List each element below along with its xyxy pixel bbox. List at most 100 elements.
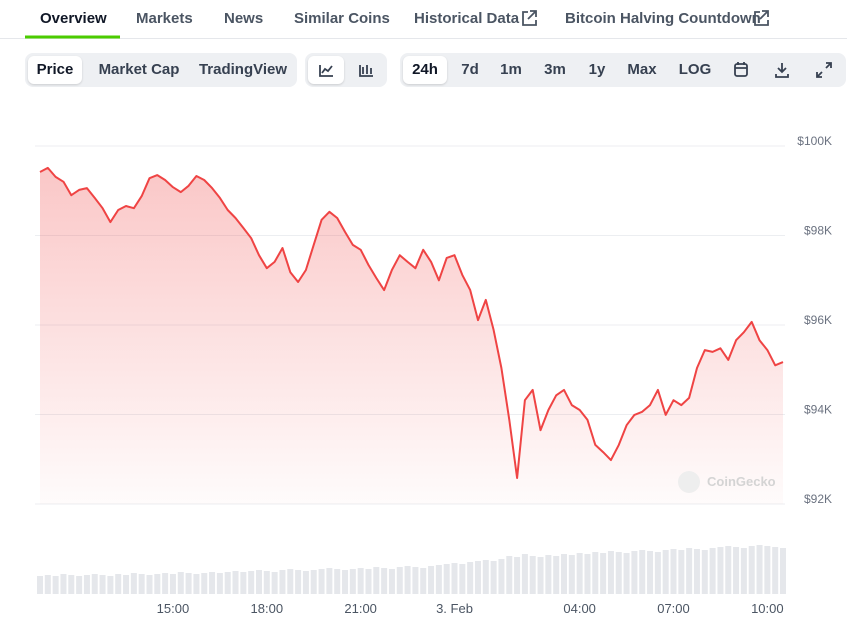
y-tick-label: $98K [804, 224, 832, 238]
volume-bar [474, 561, 481, 594]
volume-bar [357, 568, 364, 594]
volume-bar [748, 546, 755, 594]
volume-bar [607, 551, 614, 594]
volume-bar [576, 553, 583, 594]
range-button[interactable]: 1m [500, 61, 522, 78]
x-tick-label: 3. Feb [436, 601, 473, 616]
volume-bar [568, 555, 575, 594]
tab[interactable]: News [224, 10, 264, 27]
volume-bar [130, 573, 137, 594]
volume-bar [295, 570, 302, 594]
y-tick-label: $92K [804, 492, 832, 506]
x-tick-label: 07:00 [657, 601, 690, 616]
download-button[interactable] [766, 56, 798, 84]
volume-bar [600, 553, 607, 594]
volume-bar [686, 548, 693, 594]
volume-bar [373, 567, 380, 594]
volume-bar [326, 568, 333, 594]
view-button[interactable]: Price [28, 56, 82, 84]
tab[interactable]: Overview [40, 10, 107, 27]
volume-bar [216, 573, 223, 594]
tab[interactable]: Bitcoin Halving Countdown [565, 10, 761, 27]
line-chart-button[interactable] [308, 56, 344, 84]
volume-bar [138, 574, 145, 594]
volume-bar [482, 560, 489, 594]
volume-bar [420, 568, 427, 594]
candle-chart-button[interactable] [348, 56, 384, 84]
view-button[interactable]: TradingView [198, 61, 288, 78]
view-button[interactable]: Market Cap [98, 61, 180, 78]
volume-bar [169, 574, 176, 594]
volume-bar [733, 547, 740, 594]
tab[interactable]: Similar Coins [294, 10, 390, 27]
volume-bar [334, 569, 341, 594]
volume-bar [490, 561, 497, 594]
volume-bar [717, 547, 724, 594]
y-tick-label: $96K [804, 313, 832, 327]
range-button[interactable]: 7d [461, 61, 479, 78]
volume-bar [68, 575, 75, 594]
volume-bar [537, 557, 544, 594]
calendar-button[interactable] [725, 56, 757, 84]
volume-bar [670, 549, 677, 594]
tab[interactable]: Markets [136, 10, 193, 27]
volume-bar [76, 576, 83, 594]
volume-bar [772, 547, 779, 594]
volume-bar [740, 548, 747, 594]
x-tick-label: 18:00 [251, 601, 284, 616]
volume-bar [498, 559, 505, 594]
volume-bar [37, 576, 43, 594]
volume-bar [287, 569, 294, 594]
x-tick-label: 15:00 [157, 601, 190, 616]
x-tick-label: 04:00 [563, 601, 596, 616]
volume-bar [435, 565, 442, 594]
volume-bar [764, 546, 771, 594]
volume-bar [310, 570, 317, 594]
volume-bar [654, 552, 661, 594]
volume-bar [443, 564, 450, 594]
fullscreen-button[interactable] [808, 56, 840, 84]
volume-bar [529, 556, 536, 594]
volume-bar [388, 569, 395, 594]
volume-bar [725, 546, 732, 594]
volume-bar [709, 548, 716, 594]
volume-bar [506, 556, 513, 594]
x-tick-label: 10:00 [751, 601, 784, 616]
volume-bar [99, 575, 106, 594]
volume-bar [467, 562, 474, 594]
range-button[interactable]: 3m [544, 61, 566, 78]
price-area [40, 167, 783, 504]
volume-bar [693, 549, 700, 594]
volume-bar [107, 576, 114, 594]
volume-bar [193, 574, 200, 594]
chart-type-group [305, 53, 387, 87]
volume-bar [83, 575, 90, 594]
volume-bar [459, 564, 466, 594]
volume-bar [123, 575, 130, 594]
range-group: 24h 7d 1m 3m 1y Max LOG [400, 53, 846, 87]
volume-bar [342, 570, 349, 594]
volume-bar [780, 548, 786, 594]
volume-bar [623, 553, 630, 594]
volume-bar [271, 572, 278, 594]
volume-bar [349, 569, 356, 594]
volume-bar [255, 570, 262, 594]
volume-bar [162, 573, 169, 594]
volume-bar [451, 563, 458, 594]
volume-bar [639, 550, 646, 594]
range-button[interactable]: 24h [403, 56, 447, 84]
volume-bar [115, 574, 122, 594]
volume-bar [177, 572, 184, 594]
range-button[interactable]: Max [627, 61, 657, 78]
range-button[interactable]: 1y [588, 61, 606, 78]
volume-bar [412, 567, 419, 594]
price-line [39, 166, 784, 479]
volume-bar [584, 554, 591, 594]
volume-bar [756, 545, 763, 594]
volume-bar [561, 554, 568, 594]
y-tick-label: $100K [797, 134, 832, 148]
volume-bar [263, 571, 270, 594]
tab[interactable]: Historical Data [414, 10, 520, 27]
range-button[interactable]: LOG [678, 61, 712, 78]
